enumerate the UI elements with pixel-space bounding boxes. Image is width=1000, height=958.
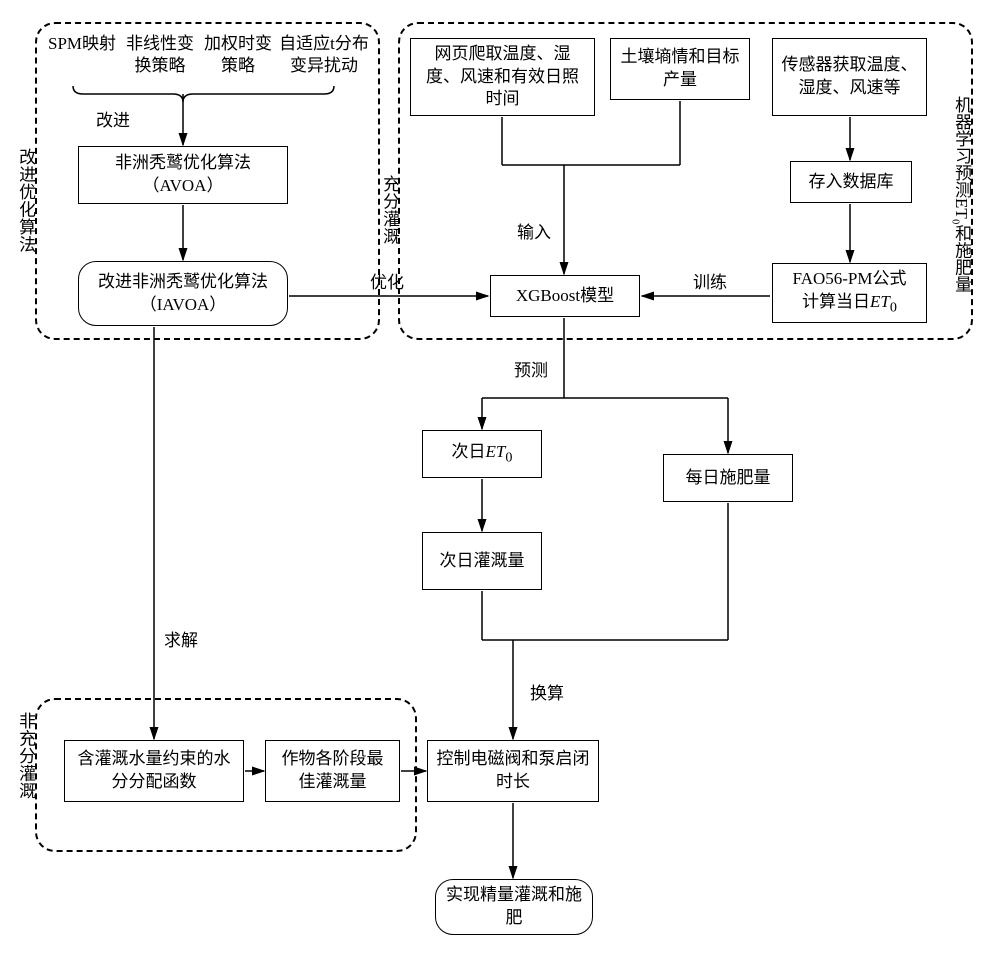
label-predict: 预测 bbox=[514, 356, 548, 381]
label-train: 训练 bbox=[693, 268, 727, 293]
node-bestirrig: 作物各阶段最佳灌溉量 bbox=[265, 740, 400, 802]
group2-left-label: 充分灌溉 bbox=[378, 175, 400, 245]
flowchart-canvas: 改进优化算法 充分灌溉 机器学习预测ET₀和施肥量 非充分灌溉 SPM映射 非线… bbox=[0, 0, 1000, 958]
label-solve: 求解 bbox=[164, 626, 198, 651]
node-avoa: 非洲秃鹫优化算法（AVOA） bbox=[78, 146, 288, 204]
group2-right-label: 机器学习预测ET₀和施肥量 bbox=[950, 96, 972, 293]
node-webcrawl: 网页爬取温度、湿度、风速和有效日照时间 bbox=[410, 38, 595, 116]
group1-label: 改进优化算法 bbox=[14, 148, 36, 253]
node-fao: FAO56-PM公式计算当日ET0 bbox=[772, 263, 927, 323]
node-control: 控制电磁阀和泵启闭时长 bbox=[427, 740, 599, 802]
node-spm: SPM映射 bbox=[44, 33, 120, 55]
node-waterfn: 含灌溉水量约束的水分分配函数 bbox=[64, 740, 244, 802]
node-weighted: 加权时变策略 bbox=[200, 33, 276, 77]
node-irrig: 次日灌溉量 bbox=[422, 532, 542, 590]
group3-label: 非充分灌溉 bbox=[14, 712, 36, 800]
node-soil: 土壤墒情和目标产量 bbox=[610, 38, 750, 100]
label-optimize: 优化 bbox=[370, 268, 404, 293]
label-convert: 换算 bbox=[530, 679, 564, 704]
node-database: 存入数据库 bbox=[790, 161, 912, 203]
node-sensor: 传感器获取温度、湿度、风速等 bbox=[772, 38, 927, 116]
node-adaptive: 自适应t分布变异扰动 bbox=[278, 33, 370, 77]
node-et0: 次日ET0 bbox=[422, 430, 542, 478]
label-input: 输入 bbox=[517, 218, 551, 243]
label-improve: 改进 bbox=[96, 106, 130, 131]
node-result: 实现精量灌溉和施肥 bbox=[435, 879, 593, 935]
node-fert: 每日施肥量 bbox=[663, 454, 793, 502]
node-iavoa: 改进非洲秃鹫优化算法（IAVOA） bbox=[78, 261, 288, 326]
node-xgboost: XGBoost模型 bbox=[490, 275, 640, 317]
node-nonlinear: 非线性变换策略 bbox=[122, 33, 198, 77]
